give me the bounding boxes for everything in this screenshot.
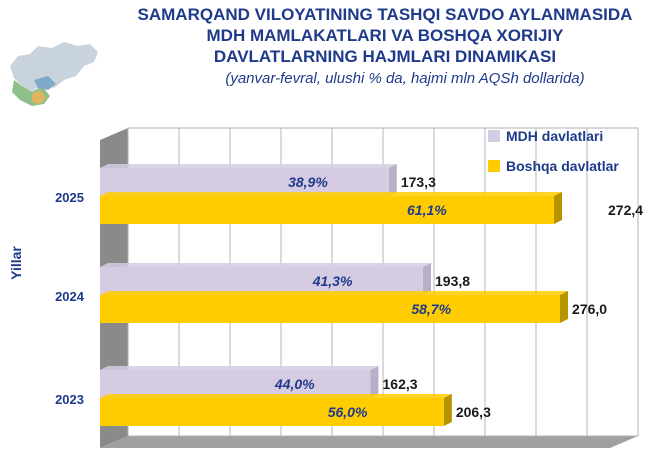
bar-value-label: 276,0: [572, 301, 607, 317]
bar-value-label: 173,3: [401, 174, 436, 190]
bar-side: [554, 192, 562, 224]
legend-item-boshqa: Boshqa davlatlar: [488, 151, 619, 181]
title-line-2: MDH MAMLAKATLARI VA BOSHQA XORIJIY: [206, 26, 564, 45]
y-tick-label: 2025: [55, 190, 84, 205]
legend-label-boshqa: Boshqa davlatlar: [506, 158, 619, 174]
bar-share-label: 44,0%: [274, 376, 315, 392]
bar-value-label: 193,8: [435, 273, 470, 289]
bar: [100, 370, 371, 398]
y-tick-label: 2023: [55, 392, 84, 407]
bar-side: [423, 263, 431, 295]
bar-side: [388, 164, 397, 196]
bar-top: [100, 291, 568, 295]
chart-title: SAMARQAND VILOYATINING TASHQI SAVDO AYLA…: [110, 4, 660, 67]
bar-value-label: 206,3: [456, 404, 491, 420]
bar-side: [370, 366, 379, 398]
bar-side: [560, 291, 568, 323]
floor: [100, 436, 638, 448]
russia-region-map-icon: [10, 42, 98, 106]
y-tick-label: 2024: [55, 289, 85, 304]
bar-top: [100, 366, 379, 370]
bar-share-label: 56,0%: [328, 404, 368, 420]
chart-subtitle: (yanvar-fevral, ulushi % da, hajmi mln A…: [225, 70, 585, 87]
legend-swatch-mdh: [488, 130, 500, 142]
bar-share-label: 38,9%: [288, 174, 328, 190]
title-line-3: DAVLATLARNING HAJMLARI DINAMIKASI: [213, 47, 557, 66]
legend-label-mdh: MDH davlatlari: [506, 128, 604, 144]
legend: MDH davlatlari Boshqa davlatlar: [488, 121, 619, 181]
bar: [100, 196, 554, 224]
bar: [100, 267, 423, 295]
bar-share-label: 58,7%: [411, 301, 451, 317]
legend-item-mdh: MDH davlatlari: [488, 121, 619, 151]
bar: [100, 398, 444, 426]
bar-side: [443, 394, 452, 426]
bar: [100, 295, 560, 323]
bar-value-label: 162,3: [383, 376, 418, 392]
bar-top: [100, 394, 452, 398]
bar: [100, 168, 389, 196]
title-line-1: SAMARQAND VILOYATINING TASHQI SAVDO AYLA…: [137, 5, 633, 24]
bar-share-label: 41,3%: [312, 273, 353, 289]
legend-swatch-boshqa: [488, 160, 500, 172]
bar-top: [100, 164, 397, 168]
bar-top: [100, 192, 562, 196]
bar-value-label: 272,4: [608, 202, 643, 218]
bar-share-label: 61,1%: [407, 202, 447, 218]
bar-top: [100, 263, 431, 267]
